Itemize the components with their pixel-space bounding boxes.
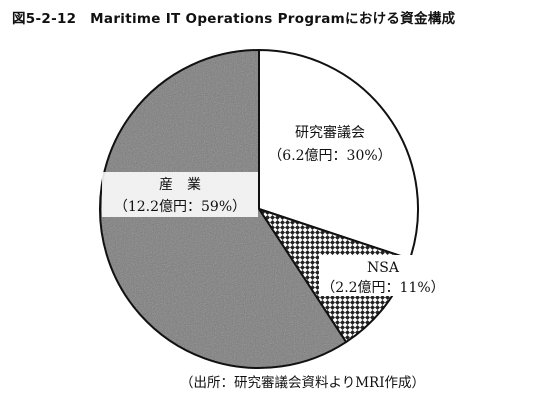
slice-label-detail: （6.2億円：30%） [268,148,391,164]
pie-slice-3 [99,49,348,369]
figure-title: 図5-2-12 Maritime IT Operations Programにお… [12,11,456,27]
slice-label-name: 研究審議会 [295,124,365,141]
slice-label-detail: （2.2億円：11%） [321,280,444,296]
slice-label-background [102,172,258,217]
slice-label-detail: （12.2億円：59%） [114,199,246,215]
pie-slice-1 [258,49,420,261]
slice-label-name: NSA [367,260,400,276]
source-note: （出所：研究審議会資料よりMRI作成） [180,375,426,391]
slice-label-background [319,255,447,296]
slice-label-name: 産 業 [159,177,201,193]
